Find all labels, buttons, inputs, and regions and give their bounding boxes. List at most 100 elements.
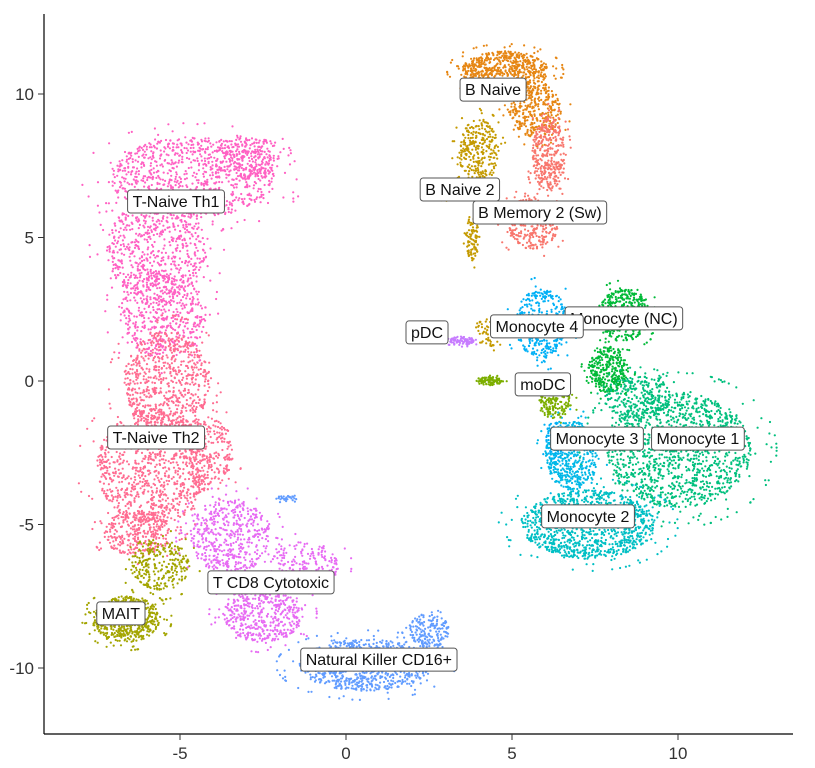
data-point [178, 323, 182, 326]
data-point [136, 491, 139, 494]
data-point [175, 173, 178, 176]
data-point [156, 255, 160, 258]
data-point [268, 159, 271, 162]
data-point [167, 337, 170, 340]
data-point [93, 616, 96, 619]
data-point [125, 365, 128, 368]
data-point [195, 406, 198, 409]
data-point [124, 297, 127, 301]
data-point [181, 260, 184, 264]
data-point [126, 323, 130, 326]
data-point [114, 267, 117, 270]
data-point [148, 169, 151, 172]
data-point [141, 368, 144, 371]
data-point [226, 140, 229, 143]
data-point [136, 216, 139, 219]
data-point [124, 177, 127, 180]
data-point [106, 246, 109, 249]
data-point [113, 222, 116, 225]
data-point [216, 431, 219, 434]
data-point [182, 472, 185, 475]
data-point [185, 317, 188, 320]
data-point [137, 234, 140, 237]
data-point [183, 345, 186, 348]
data-point [102, 482, 105, 485]
data-point [147, 530, 150, 533]
data-point [132, 322, 135, 325]
data-point [185, 245, 188, 248]
data-point [99, 520, 102, 523]
data-point [211, 160, 214, 163]
data-point [196, 293, 199, 296]
data-point [166, 356, 169, 359]
data-point [118, 351, 121, 354]
data-point [141, 485, 144, 488]
data-point [104, 494, 107, 498]
data-point [123, 451, 126, 454]
data-point [295, 178, 298, 181]
data-point [152, 144, 155, 147]
data-point [176, 411, 179, 414]
data-point [110, 627, 113, 631]
data-point [250, 155, 253, 158]
data-point [128, 388, 131, 391]
data-point [184, 223, 188, 226]
data-point [123, 196, 126, 199]
data-point [109, 625, 112, 628]
data-point [141, 321, 144, 324]
data-point [91, 527, 94, 531]
data-point [135, 315, 138, 318]
data-point [149, 354, 152, 357]
data-point [190, 292, 193, 295]
data-point [161, 165, 164, 168]
data-point [116, 251, 119, 254]
data-point [104, 453, 107, 456]
data-point [185, 303, 188, 306]
data-point [120, 629, 123, 632]
data-point [195, 473, 198, 476]
data-point [124, 275, 128, 279]
data-point [186, 294, 189, 297]
data-point [107, 202, 110, 205]
data-point [186, 292, 189, 295]
data-point [170, 268, 173, 271]
data-point [187, 404, 191, 407]
data-point [143, 371, 146, 374]
data-point [164, 466, 167, 469]
data-point [174, 469, 177, 472]
data-point [224, 432, 227, 435]
data-point [196, 257, 199, 260]
data-point [206, 183, 209, 186]
data-point [103, 474, 106, 477]
data-point [139, 297, 142, 300]
data-point [156, 293, 159, 297]
data-point [116, 639, 119, 642]
data-point [181, 302, 184, 305]
data-point [149, 455, 152, 458]
data-point [179, 177, 182, 180]
data-point [150, 615, 154, 619]
data-point [165, 288, 168, 291]
data-point [117, 236, 120, 239]
data-point [188, 462, 191, 465]
data-point [112, 173, 115, 176]
data-point [194, 422, 197, 425]
data-point [179, 515, 182, 519]
data-point [162, 466, 165, 470]
data-point [112, 169, 115, 172]
data-point [159, 515, 162, 518]
data-point [272, 174, 275, 177]
data-point [176, 152, 179, 155]
data-point [148, 370, 151, 373]
data-point [134, 487, 137, 490]
data-point [177, 514, 180, 518]
data-point [131, 372, 134, 375]
data-point [148, 614, 151, 617]
data-point [235, 150, 238, 153]
data-point [101, 487, 104, 490]
data-point [218, 148, 221, 151]
data-point [198, 322, 201, 325]
data-point [219, 422, 222, 425]
data-point [203, 360, 206, 363]
data-point [214, 425, 217, 428]
